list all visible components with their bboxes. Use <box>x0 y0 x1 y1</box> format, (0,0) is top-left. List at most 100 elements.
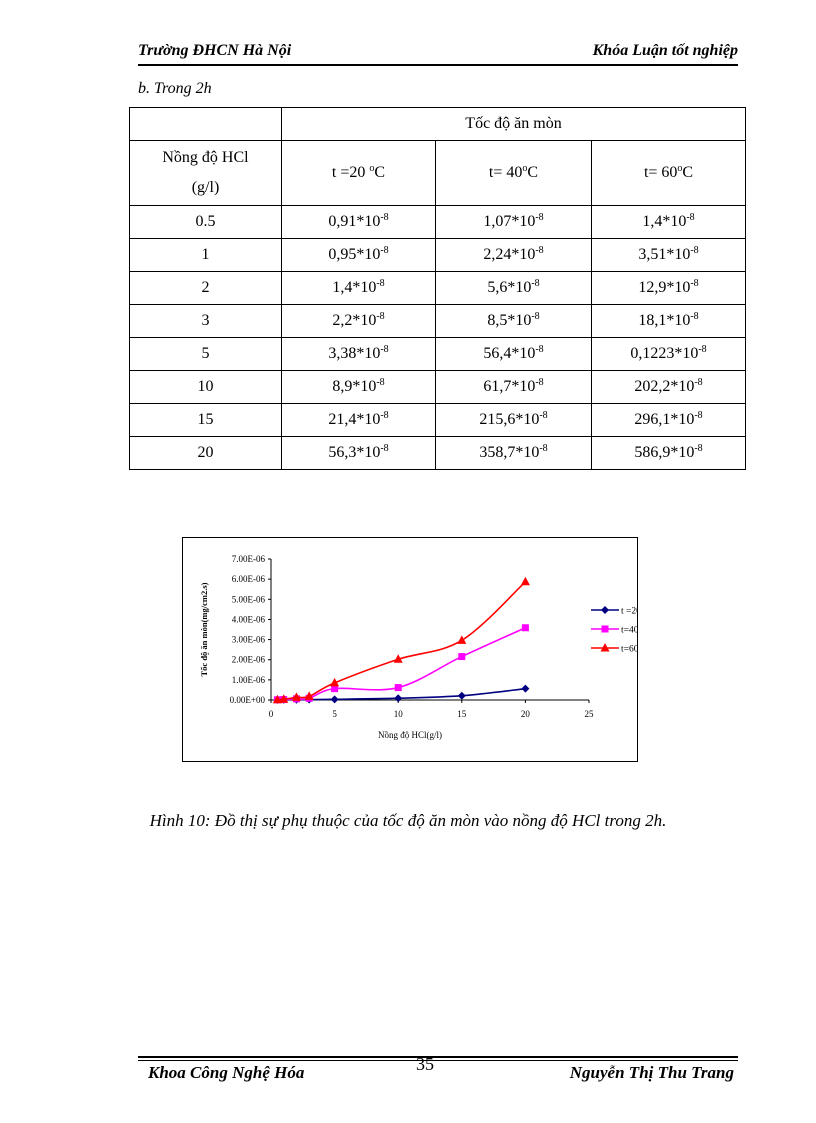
col-header-40: t= 40oC <box>435 140 592 206</box>
rate-cell-v40: 56,4*10-8 <box>435 337 592 371</box>
legend-marker <box>600 643 610 652</box>
conc-cell: 15 <box>129 403 282 437</box>
data-point <box>458 653 466 661</box>
rate-cell-v20: 1,4*10-8 <box>281 271 436 305</box>
table-row: 15 21,4*10-8 215,6*10-8 296,1*10-8 <box>129 403 747 437</box>
y-tick-label: 3.00E-06 <box>232 635 266 645</box>
header-right: Khóa Luận tốt nghiệp <box>592 42 738 59</box>
y-tick-label: 5.00E-06 <box>232 594 266 604</box>
rate-cell-v40: 8,5*10-8 <box>435 304 592 338</box>
legend-marker <box>601 606 609 614</box>
row-header: Nồng độ HCl (g/l) <box>129 140 282 206</box>
footer-rule-thin <box>138 1060 738 1061</box>
y-tick-label: 0.00E+00 <box>230 695 266 705</box>
line-chart: 0.00E+00 1.00E-06 2.00E-06 3.00E-06 4.00E-06… <box>199 554 637 740</box>
data-point <box>521 624 529 632</box>
footer-left: Khoa Công Nghệ Hóa <box>148 1063 305 1082</box>
conc-cell: 20 <box>129 436 282 470</box>
rate-cell-v60: 586,9*10-8 <box>590 436 747 470</box>
chart-frame: 0.00E+00 1.00E-06 2.00E-06 3.00E-06 4.00E-06… <box>182 537 638 762</box>
data-point <box>521 684 530 693</box>
rate-cell-v20: 0,91*10-8 <box>281 205 436 239</box>
x-tick-label: 25 <box>585 709 595 719</box>
rate-cell-v20: 0,95*10-8 <box>281 238 436 272</box>
series-line-2 <box>277 581 526 701</box>
conc-cell: 5 <box>129 337 282 371</box>
x-tick-label: 10 <box>394 709 404 719</box>
rate-cell-v60: 12,9*10-8 <box>590 271 747 305</box>
x-tick-label: 5 <box>332 709 337 719</box>
data-point <box>457 691 466 700</box>
data-point <box>393 654 403 663</box>
data-point <box>330 677 340 687</box>
data-point <box>291 692 301 701</box>
rate-cell-v60: 0,1223*10-8 <box>590 337 747 371</box>
col-header-20: t =20 oC <box>281 140 436 206</box>
rate-cell-v60: 18,1*10-8 <box>590 304 747 338</box>
table-row: 1 0,95*10-8 2,24*10-8 3,51*10-8 <box>129 238 747 272</box>
table-row: 10 8,9*10-8 61,7*10-8 202,2*10-8 <box>129 370 747 404</box>
rate-cell-v60: 296,1*10-8 <box>590 403 747 437</box>
y-axis-label: Tốc độ ăn mòn(mg/cm2.s) <box>199 582 209 676</box>
rate-cell-v60: 1,4*10-8 <box>590 205 747 239</box>
data-point <box>330 695 339 704</box>
data-point <box>394 694 403 703</box>
corrosion-rate-table: Tốc độ ăn mòn Nồng độ HCl (g/l) t =20 oC… <box>129 107 747 470</box>
group-header: Tốc độ ăn mòn <box>280 107 747 141</box>
data-point <box>520 576 530 586</box>
rate-cell-v20: 2,2*10-8 <box>281 304 436 338</box>
header-rule <box>138 64 738 66</box>
figure-caption: Hình 10: Đồ thị sự phụ thuộc của tốc độ … <box>149 811 667 830</box>
x-tick-label: 0 <box>269 709 274 719</box>
section-title: b. Trong 2h <box>138 80 212 97</box>
rate-cell-v40: 61,7*10-8 <box>435 370 592 404</box>
table-corner-cell <box>129 107 282 141</box>
rate-cell-v20: 21,4*10-8 <box>281 403 436 437</box>
legend-label: t=60 <box>621 645 637 655</box>
data-point <box>331 685 339 693</box>
table-header-row-1: Tốc độ ăn mòn <box>129 107 747 141</box>
rate-cell-v60: 202,2*10-8 <box>590 370 747 404</box>
rate-cell-v40: 2,24*10-8 <box>435 238 592 272</box>
rate-cell-v40: 358,7*10-8 <box>435 436 592 470</box>
rate-cell-v20: 56,3*10-8 <box>281 436 436 470</box>
rate-cell-v40: 1,07*10-8 <box>435 205 592 239</box>
data-point <box>272 694 282 704</box>
rate-cell-v40: 5,6*10-8 <box>435 271 592 305</box>
rate-cell-v20: 3,38*10-8 <box>281 337 436 371</box>
row-header-line1: Nồng độ HCl <box>162 149 249 166</box>
col-header-60: t= 60oC <box>590 140 747 206</box>
data-point <box>279 694 289 703</box>
conc-cell: 1 <box>129 238 282 272</box>
x-tick-label: 20 <box>521 709 531 719</box>
x-tick-label: 15 <box>457 709 467 719</box>
footer-right: Nguyễn Thị Thu Trang <box>569 1063 734 1082</box>
data-point <box>394 684 402 692</box>
table-row: 20 56,3*10-8 358,7*10-8 586,9*10-8 <box>129 436 747 470</box>
rate-cell-v40: 215,6*10-8 <box>435 403 592 437</box>
legend-marker <box>601 625 609 633</box>
data-point <box>457 635 467 644</box>
legend-label: t=40 <box>621 626 637 636</box>
table-row: 3 2,2*10-8 8,5*10-8 18,1*10-8 <box>129 304 747 338</box>
row-header-line2: (g/l) <box>191 179 220 196</box>
table-row: 5 3,38*10-8 56,4*10-8 0,1223*10-8 <box>129 337 747 371</box>
y-tick-label: 6.00E-06 <box>232 574 266 584</box>
conc-cell: 3 <box>129 304 282 338</box>
table-row: 2 1,4*10-8 5,6*10-8 12,9*10-8 <box>129 271 747 305</box>
table-row: 0.5 0,91*10-8 1,07*10-8 1,4*10-8 <box>129 205 747 239</box>
x-axis-label: Nồng độ HCl(g/l) <box>378 730 442 740</box>
header-left: Trường ĐHCN Hà Nội <box>138 42 292 59</box>
table-header-row-2: Nồng độ HCl (g/l) t =20 oC t= 40oC t= 60… <box>129 140 747 206</box>
data-point <box>304 691 314 700</box>
conc-cell: 2 <box>129 271 282 305</box>
y-tick-label: 7.00E-06 <box>232 554 266 564</box>
y-tick-label: 4.00E-06 <box>232 614 266 624</box>
y-tick-label: 2.00E-06 <box>232 655 266 665</box>
rate-cell-v60: 3,51*10-8 <box>590 238 747 272</box>
y-tick-label: 1.00E-06 <box>232 675 266 685</box>
conc-cell: 0.5 <box>129 205 282 239</box>
page-number: 35 <box>416 1054 434 1074</box>
footer-rule <box>138 1056 738 1058</box>
legend-label: t =20 <box>621 607 637 617</box>
